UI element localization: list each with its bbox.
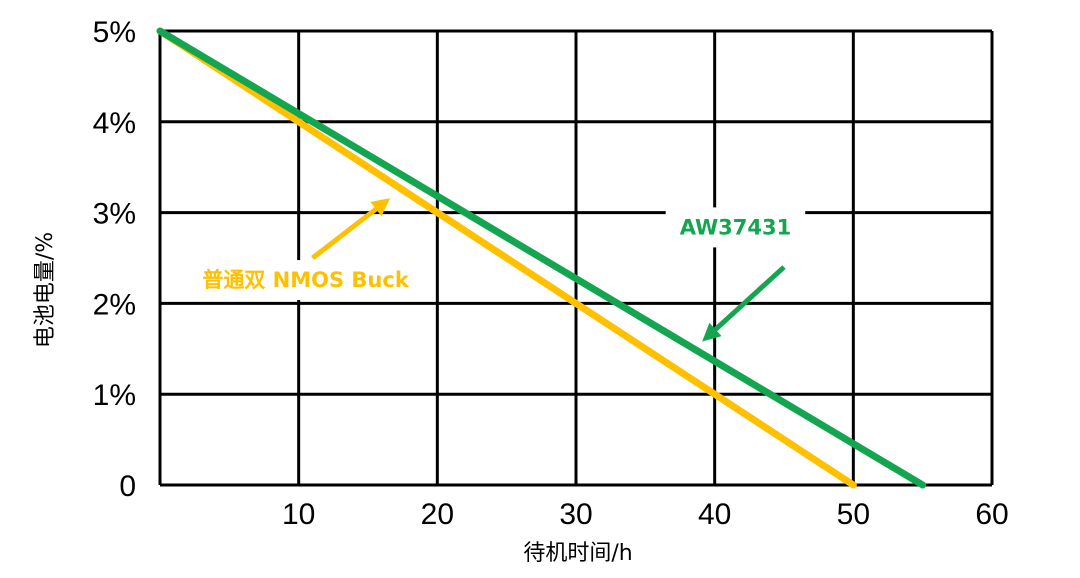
y-tick-label-2: 2% xyxy=(93,288,136,321)
y-tick-label-1: 1% xyxy=(93,379,136,412)
annotation-backdrop-0 xyxy=(188,260,424,301)
annotation-arrow-head-1 xyxy=(702,322,722,342)
y-axis-label: 电池电量/% xyxy=(33,232,58,348)
x-tick-label-2: 30 xyxy=(559,498,592,531)
annotation-label-1: AW37431 xyxy=(680,215,792,239)
annotation-arrow-shaft-1 xyxy=(713,265,786,332)
x-tick-label-1: 20 xyxy=(421,498,454,531)
series-line-0 xyxy=(156,27,857,489)
annotation-arrow-shaft-0 xyxy=(311,207,378,260)
annotation-label-0: 普通双 NMOS Buck xyxy=(202,268,409,292)
series xyxy=(156,27,927,489)
tick-labels: 0 1% 2% 3% 4% 5% 10 20 30 40 50 60 xyxy=(93,16,1009,531)
y-tick-label-5: 5% xyxy=(93,16,136,49)
annotations: 普通双 NMOS Buck AW37431 xyxy=(188,198,806,342)
x-tick-label-0: 10 xyxy=(282,498,315,531)
x-tick-label-5: 60 xyxy=(975,498,1008,531)
grid xyxy=(160,29,994,485)
annotation-backdrop-1 xyxy=(665,207,806,248)
annotation-arrow-head-0 xyxy=(370,198,391,217)
y-tick-label-0: 0 xyxy=(119,470,136,503)
x-axis-label: 待机时间/h xyxy=(523,541,632,566)
x-tick-label-4: 50 xyxy=(837,498,870,531)
y-tick-label-4: 4% xyxy=(93,107,136,140)
x-tick-label-3: 40 xyxy=(698,498,731,531)
y-tick-label-3: 3% xyxy=(93,198,136,231)
series-line-1 xyxy=(156,27,927,489)
